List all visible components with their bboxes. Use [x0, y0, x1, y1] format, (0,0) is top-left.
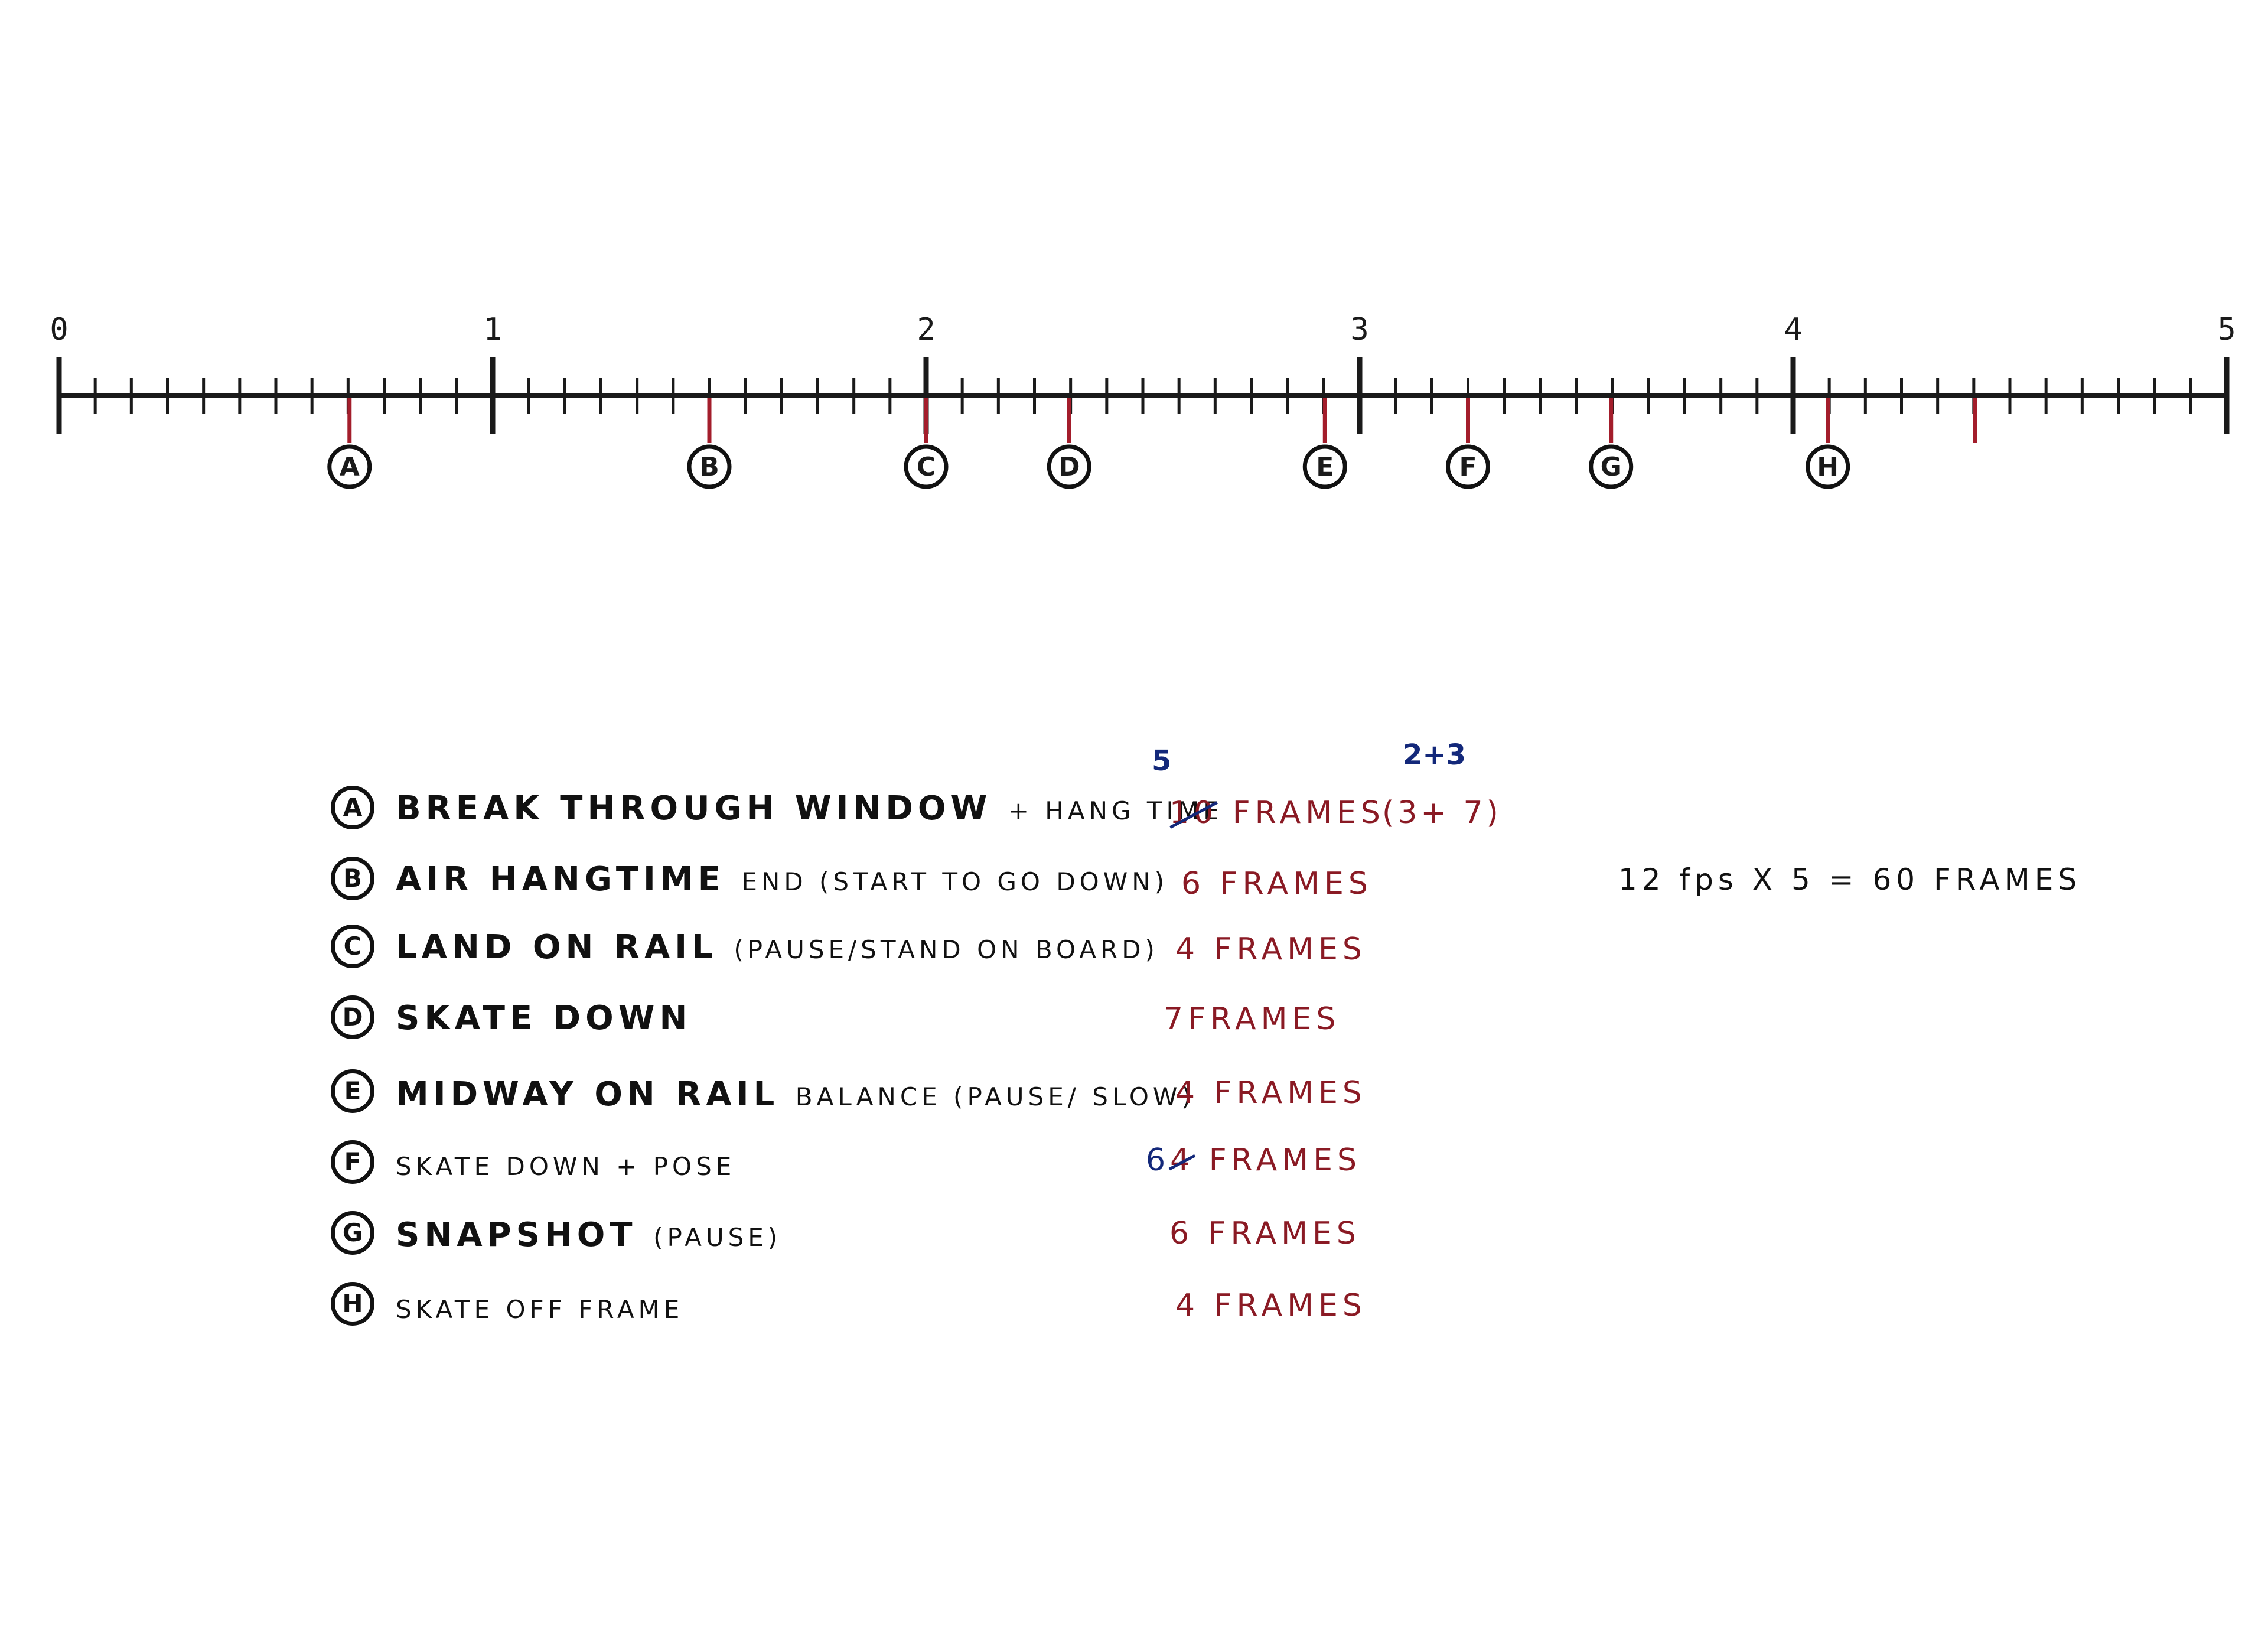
- marker-badge-h: H: [331, 1282, 374, 1326]
- marker-circle: [1302, 444, 1347, 489]
- marker-badge-b: B: [331, 857, 374, 900]
- item-description: SKATE DOWN: [396, 999, 692, 1037]
- frames-number: 7: [1164, 1001, 1188, 1037]
- second-label: 5: [2217, 312, 2236, 347]
- second-label: 0: [50, 312, 68, 347]
- marker-circle: [327, 444, 372, 489]
- frame-calculation: 12 fps X 5 = 60 FRAMES: [1618, 863, 2082, 897]
- item-description: LAND ON RAIL (PAUSE/STAND ON BOARD): [396, 928, 1159, 966]
- second-label: 1: [483, 312, 501, 347]
- frames-label: FRAMES: [1232, 795, 1385, 831]
- desc-main: MIDWAY ON RAIL: [396, 1075, 780, 1114]
- desc-main: LAND ON RAIL: [396, 928, 718, 966]
- marker-letter: G: [1601, 452, 1622, 482]
- desc-small: (PAUSE): [653, 1223, 782, 1252]
- frames-count: 4 FRAMES: [1175, 1288, 1367, 1323]
- marker-letter: A: [340, 452, 360, 482]
- timeline-marker-d: D: [1047, 444, 1091, 489]
- marker-letter: D: [1058, 452, 1080, 482]
- marker-badge-a: A: [331, 786, 374, 829]
- marker-circle: [904, 444, 949, 489]
- marker-badge-g: G: [331, 1211, 374, 1255]
- desc-small: (PAUSE/STAND ON BOARD): [734, 935, 1159, 964]
- marker-badge-c: C: [331, 925, 374, 968]
- marker-badge-e: E: [331, 1069, 374, 1113]
- frames-count: 7FRAMES: [1164, 1001, 1340, 1037]
- frames-old: 4: [1170, 1143, 1195, 1178]
- marker-letter: F: [1459, 452, 1477, 482]
- item-description: AIR HANGTIME END (START TO GO DOWN): [396, 860, 1168, 899]
- second-label: 4: [1784, 312, 1802, 347]
- timeline-marker-f: F: [1446, 444, 1490, 489]
- frames-count: 10 FRAMES: [1169, 795, 1385, 831]
- second-label: 3: [1350, 312, 1368, 347]
- frames-label: FRAMES: [1188, 1001, 1341, 1037]
- frames-old: 10: [1169, 795, 1218, 831]
- desc-small: END (START TO GO DOWN): [741, 867, 1169, 896]
- frames-number: 6: [1181, 866, 1206, 902]
- breakdown-correction: 2+3: [1403, 738, 1467, 772]
- frames-number: 4: [1175, 932, 1200, 967]
- desc-main: BREAK THROUGH WINDOW: [396, 789, 992, 828]
- timeline-ticks: [56, 357, 2230, 443]
- marker-circle: [1589, 444, 1634, 489]
- marker-circle: [1806, 444, 1850, 489]
- desc-main: SKATE DOWN: [396, 999, 692, 1037]
- timeline-marker-h: H: [1806, 444, 1850, 489]
- marker-circle: [687, 444, 732, 489]
- timeline-marker-c: C: [904, 444, 949, 489]
- frames-count: 4 FRAMES: [1175, 1075, 1367, 1111]
- item-description: SKATE DOWN + POSE: [396, 1145, 735, 1183]
- desc-small: BALANCE (PAUSE/ SLOW): [795, 1082, 1195, 1111]
- frames-label: FRAMES: [1214, 932, 1367, 967]
- frames-number: 4: [1175, 1288, 1200, 1323]
- timeline-marker-e: E: [1302, 444, 1347, 489]
- item-description: BREAK THROUGH WINDOW + HANG TIME: [396, 789, 1223, 828]
- desc-main: AIR HANGTIME: [396, 860, 725, 899]
- timeline-marker-a: A: [327, 444, 372, 489]
- frames-label: FRAMES: [1214, 1075, 1367, 1111]
- marker-letter: C: [917, 452, 936, 482]
- item-description: SKATE OFF FRAME: [396, 1288, 683, 1326]
- desc-main: SNAPSHOT: [396, 1216, 637, 1254]
- frames-correction: 5: [1152, 744, 1172, 777]
- frames-number: 6: [1169, 1216, 1194, 1251]
- item-description: SNAPSHOT (PAUSE): [396, 1216, 781, 1254]
- frames-count: 64 FRAMES: [1146, 1143, 1361, 1178]
- frames-breakdown: (3+ 7): [1382, 795, 1502, 831]
- frames-count: 6 FRAMES: [1181, 866, 1373, 902]
- marker-letter: B: [699, 452, 719, 482]
- marker-letter: E: [1316, 452, 1334, 482]
- marker-circle: [1047, 444, 1091, 489]
- marker-badge-f: F: [331, 1140, 374, 1184]
- marker-letter: H: [1817, 452, 1839, 482]
- timeline-markers: A B C D E F G H: [327, 444, 1850, 489]
- frames-count: 4 FRAMES: [1175, 932, 1367, 967]
- frames-new: 6: [1146, 1143, 1171, 1178]
- timeline-marker-b: B: [687, 444, 732, 489]
- frames-label: FRAMES: [1208, 1143, 1361, 1178]
- frames-label: FRAMES: [1208, 1216, 1361, 1251]
- frames-label: FRAMES: [1214, 1288, 1367, 1323]
- second-label: 2: [917, 312, 935, 347]
- frames-count: 6 FRAMES: [1169, 1216, 1361, 1251]
- timeline-marker-g: G: [1589, 444, 1634, 489]
- frames-number: 4: [1175, 1075, 1200, 1111]
- desc-small: SKATE OFF FRAME: [396, 1295, 684, 1324]
- marker-badge-d: D: [331, 995, 374, 1039]
- item-description: MIDWAY ON RAIL BALANCE (PAUSE/ SLOW): [396, 1075, 1195, 1114]
- timeline-numbers: 0 1 2 3 4 5: [50, 312, 2236, 347]
- frames-label: FRAMES: [1220, 866, 1373, 902]
- desc-small: SKATE DOWN + POSE: [396, 1152, 736, 1181]
- marker-circle: [1446, 444, 1490, 489]
- timeline: 0 1 2 3 4 5 A B C D E F G H: [50, 312, 2236, 489]
